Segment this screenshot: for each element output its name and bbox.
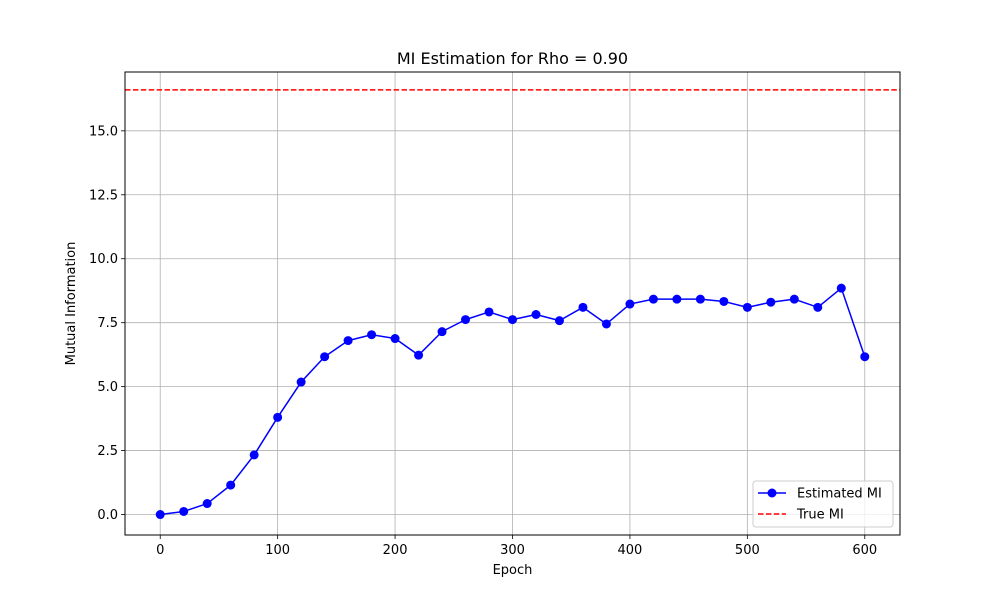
estimated-mi-point xyxy=(508,315,517,325)
x-tick-label: 600 xyxy=(852,543,877,558)
estimated-mi-point xyxy=(179,506,189,516)
estimated-mi-point xyxy=(648,294,658,304)
estimated-mi-point xyxy=(672,294,682,304)
y-axis-label: Mutual Information xyxy=(64,242,79,366)
x-tick-label: 100 xyxy=(265,543,290,558)
estimated-mi-point xyxy=(461,315,471,325)
y-tick-label: 0.0 xyxy=(97,508,118,523)
chart-title: MI Estimation for Rho = 0.90 xyxy=(397,49,628,68)
estimated-mi-point xyxy=(578,302,588,312)
estimated-mi-point xyxy=(202,499,212,509)
estimated-mi-point xyxy=(437,327,447,337)
estimated-mi-point xyxy=(813,302,823,312)
legend-true-mi-label: True MI xyxy=(796,508,844,523)
axis-ticks: 0 100 200 300 400 500 600 0.0 2.5 5.0 7.5 10.0 12.5 1… xyxy=(89,124,877,558)
estimated-mi-point xyxy=(742,302,752,312)
plot-series xyxy=(125,89,900,520)
legend-box xyxy=(752,480,894,528)
legend-estimated-mi-marker xyxy=(767,488,777,498)
estimated-mi-point xyxy=(789,294,799,304)
estimated-mi-point xyxy=(484,307,494,317)
estimated-mi-point xyxy=(719,296,729,306)
y-tick-label: 7.5 xyxy=(97,316,118,331)
estimated-mi-point xyxy=(390,334,400,344)
y-tick-label: 10.0 xyxy=(89,252,118,267)
estimated-mi-point xyxy=(249,450,259,460)
estimated-mi-point xyxy=(414,350,424,360)
estimated-mi-point xyxy=(343,336,353,346)
y-tick-label: 12.5 xyxy=(89,188,118,203)
grid-lines xyxy=(125,72,900,535)
estimated-mi-point xyxy=(766,297,776,307)
estimated-mi-point xyxy=(320,352,330,362)
estimated-mi-point xyxy=(860,352,870,362)
estimated-mi-point xyxy=(226,480,236,490)
estimated-mi-point xyxy=(367,330,377,340)
y-tick-label: 2.5 xyxy=(97,444,118,459)
x-tick-label: 200 xyxy=(383,543,408,558)
x-tick-label: 300 xyxy=(500,543,525,558)
estimated-mi-point xyxy=(625,299,635,309)
estimated-mi-point xyxy=(554,316,564,326)
y-tick-label: 5.0 xyxy=(97,380,118,395)
x-tick-label: 400 xyxy=(618,543,643,558)
x-tick-label: 500 xyxy=(735,543,760,558)
estimated-mi-point xyxy=(601,319,611,329)
legend: Estimated MI True MI xyxy=(752,480,894,528)
estimated-mi-point xyxy=(296,377,306,387)
legend-estimated-mi-label: Estimated MI xyxy=(797,487,882,502)
x-tick-label: 0 xyxy=(156,543,164,558)
estimated-mi-point xyxy=(531,309,541,319)
estimated-mi-point xyxy=(836,283,846,293)
y-tick-label: 15.0 xyxy=(89,124,118,139)
estimated-mi-point xyxy=(695,294,705,304)
estimated-mi-point xyxy=(273,412,283,422)
estimated-mi-point xyxy=(155,510,165,520)
x-axis-label: Epoch xyxy=(493,563,533,578)
